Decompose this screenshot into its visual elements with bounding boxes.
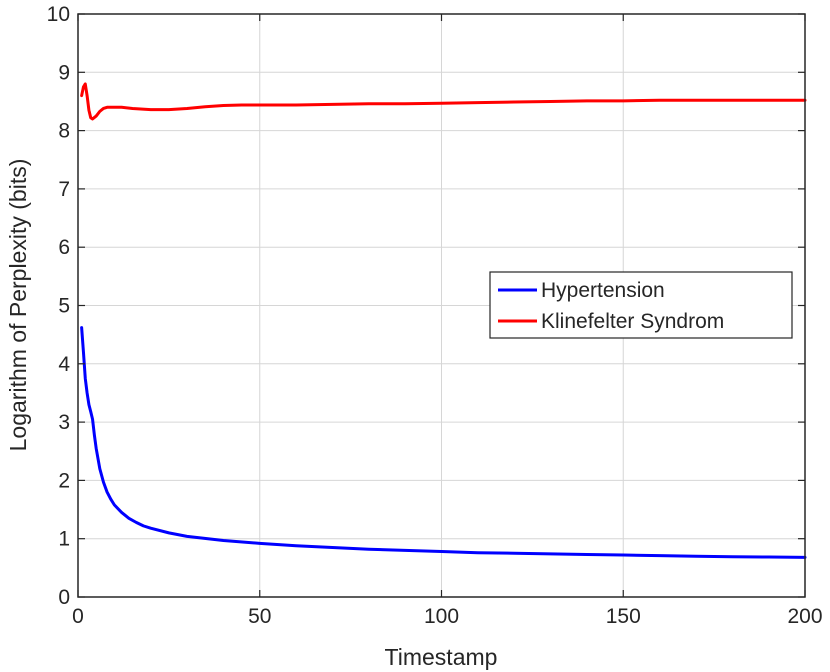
x-axis-label: Timestamp	[385, 644, 498, 670]
x-tick-label: 100	[424, 605, 459, 628]
plot-area	[80, 82, 807, 559]
series-line-klinefelter-syndrom	[80, 82, 807, 121]
legend-label-hypertension: Hypertension	[541, 279, 665, 302]
y-tick-label: 10	[47, 3, 70, 26]
grid	[78, 14, 805, 597]
y-tick-label: 2	[58, 469, 70, 492]
y-tick-label: 3	[58, 411, 70, 434]
x-tick-label: 50	[248, 605, 271, 628]
y-tick-label: 6	[58, 236, 70, 259]
y-tick-label: 0	[58, 586, 70, 609]
y-tick-label: 8	[58, 120, 70, 143]
y-tick-label: 9	[58, 61, 70, 84]
x-tick-label: 200	[787, 605, 822, 628]
series-line-hypertension	[80, 326, 807, 559]
y-tick-label: 1	[58, 528, 70, 551]
legend-box	[489, 271, 793, 339]
x-tick-label: 0	[72, 605, 84, 628]
legend: Hypertension Klinefelter Syndrom	[489, 271, 793, 339]
legend-label-klinefelter-syndrom: Klinefelter Syndrom	[541, 310, 724, 333]
y-axis-label: Logarithm of Perplexity (bits)	[5, 159, 31, 452]
ticks: 0 50 100 150 200 0 1 2 3 4 5 6 7 8 9 10	[47, 3, 823, 628]
y-tick-label: 7	[58, 178, 70, 201]
y-tick-label: 4	[58, 353, 70, 376]
x-tick-label: 150	[606, 605, 641, 628]
y-tick-label: 5	[58, 295, 70, 318]
